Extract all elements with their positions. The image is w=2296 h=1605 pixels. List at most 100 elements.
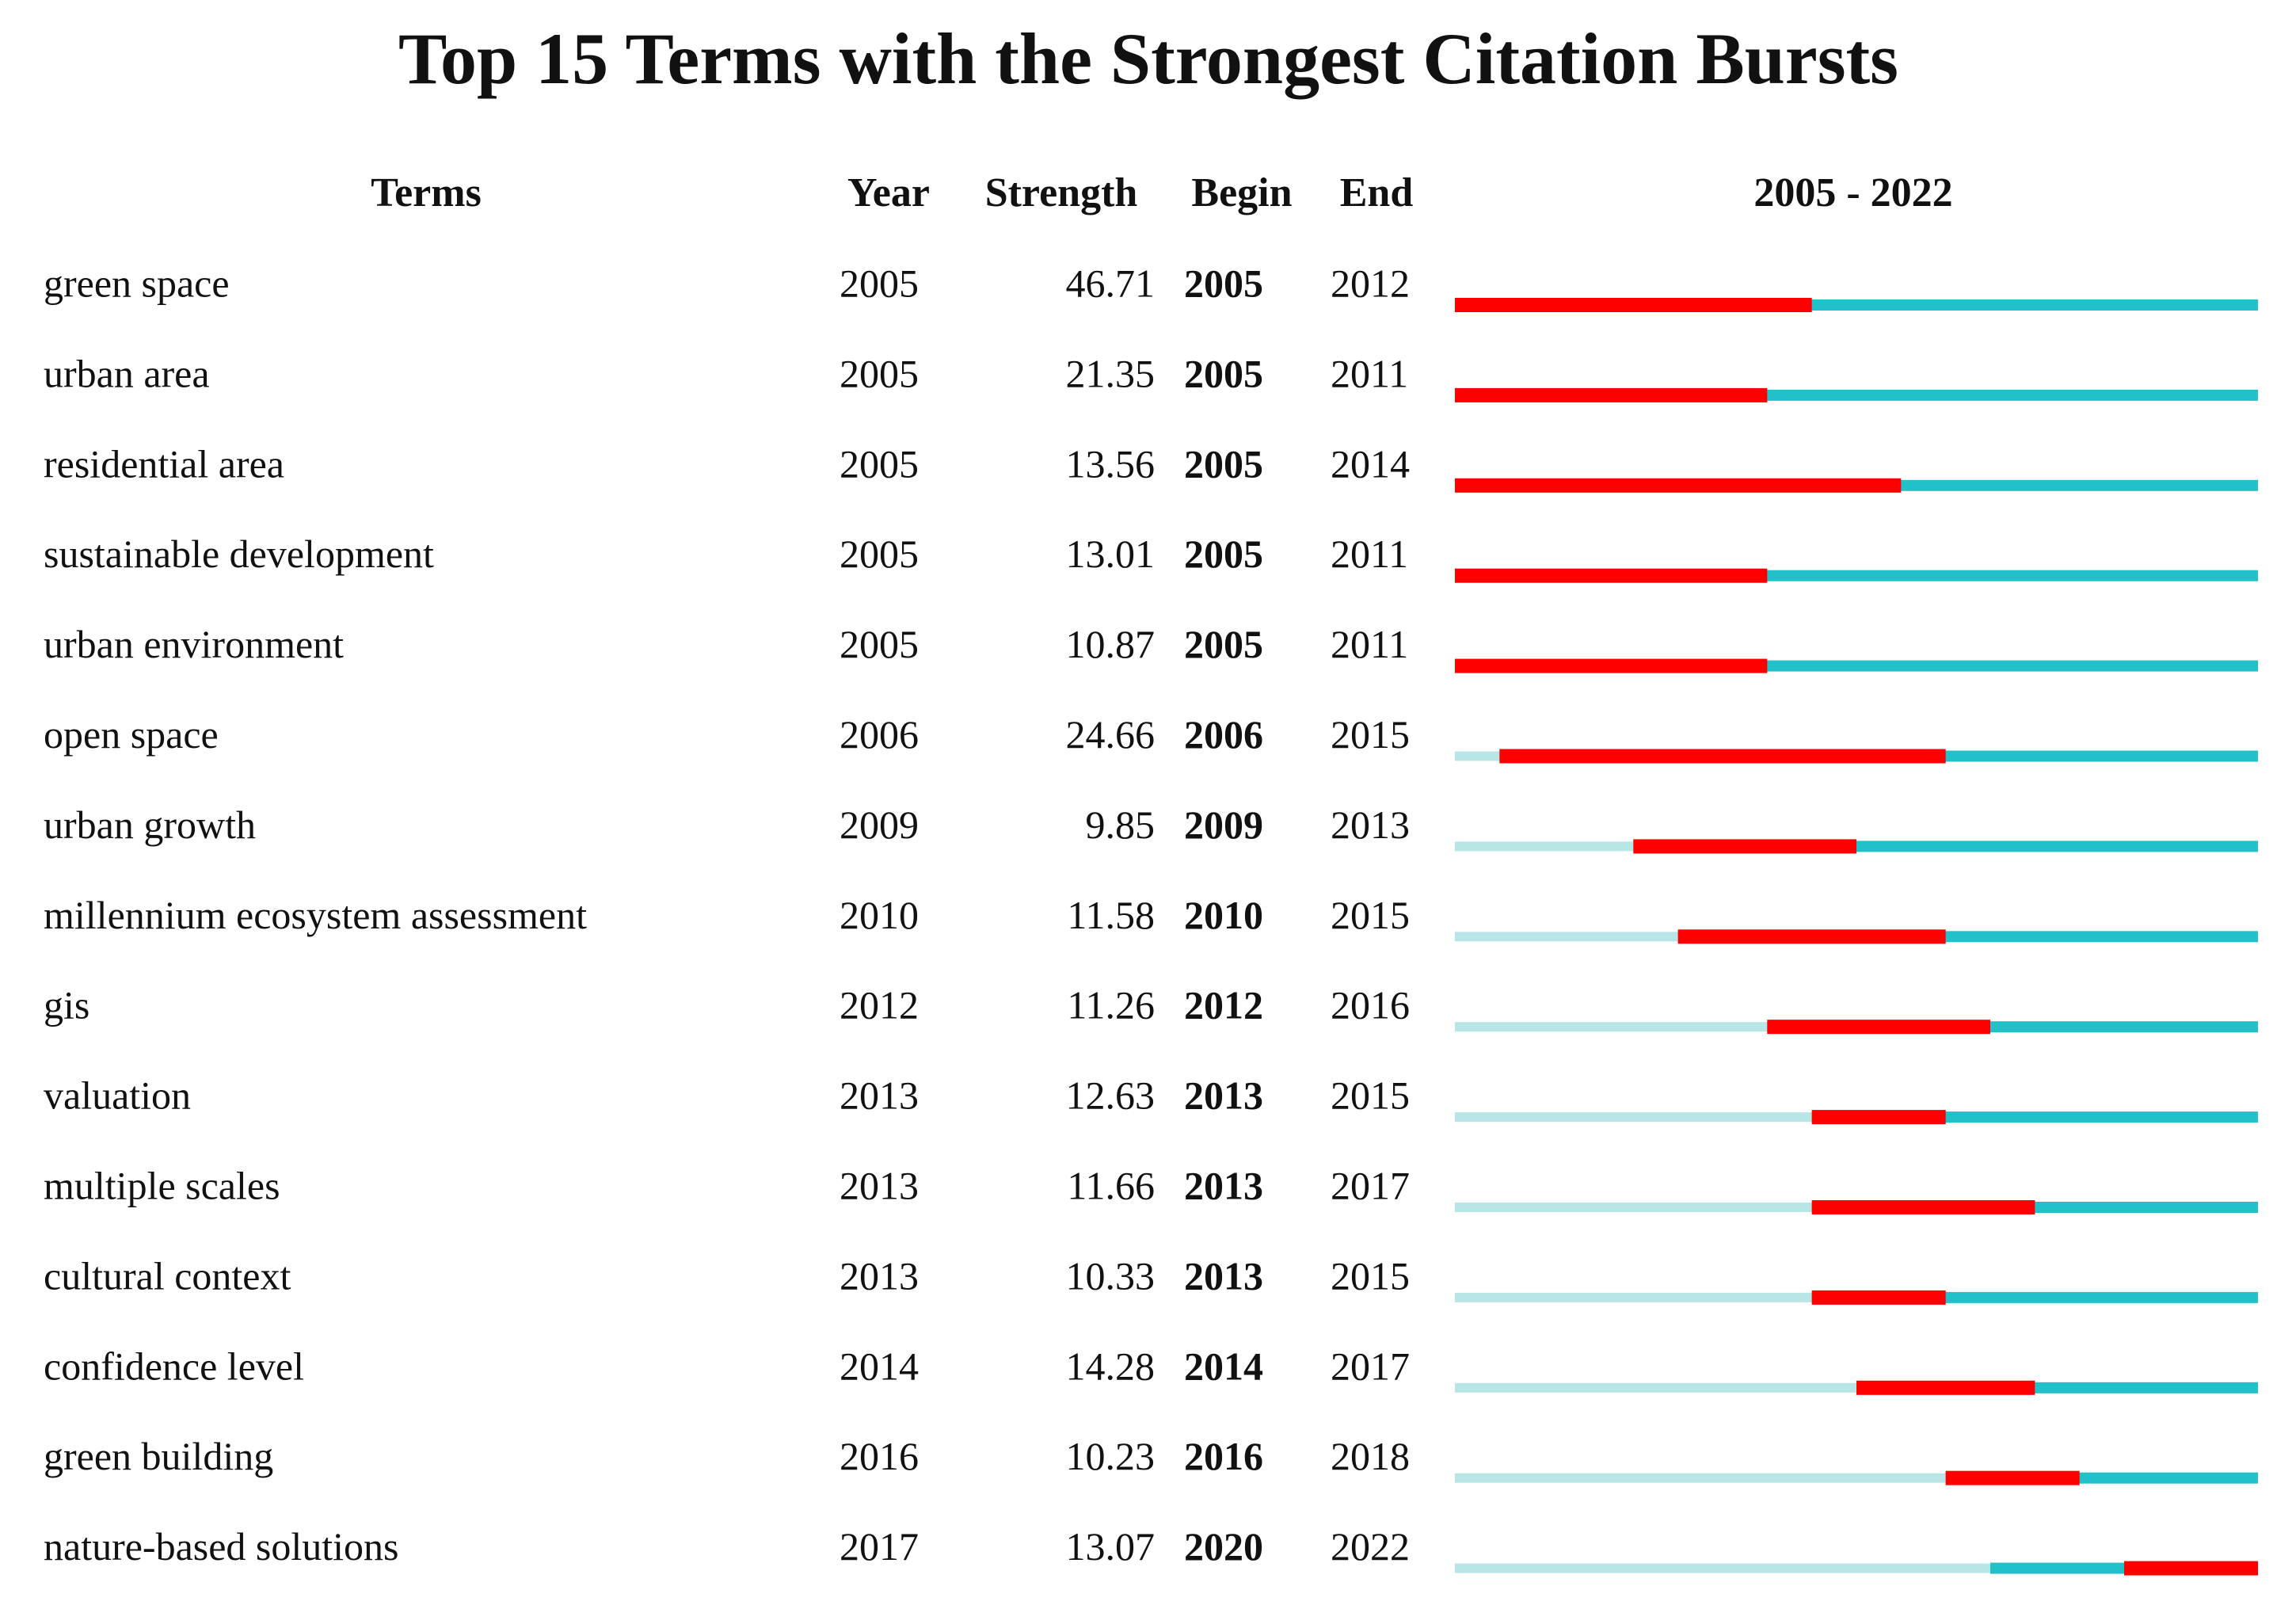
year: 2005 — [840, 261, 919, 305]
end: 2012 — [1331, 261, 1410, 305]
begin: 2013 — [1184, 1253, 1263, 1298]
term: residential area — [44, 441, 284, 486]
strength: 10.23 — [1066, 1434, 1156, 1478]
burst — [1811, 1200, 2035, 1214]
end: 2018 — [1331, 1434, 1410, 1478]
end: 2011 — [1331, 622, 1408, 666]
term: sustainable development — [44, 532, 434, 576]
strength: 10.33 — [1066, 1253, 1156, 1298]
year: 2017 — [840, 1524, 919, 1569]
strength: 14.28 — [1066, 1344, 1156, 1388]
year: 2005 — [840, 441, 919, 486]
year: 2005 — [840, 532, 919, 576]
pre-period — [1455, 1473, 1946, 1483]
end: 2015 — [1331, 893, 1410, 937]
term: gis — [44, 983, 89, 1027]
burst — [1499, 749, 1946, 764]
term: urban area — [44, 351, 210, 395]
end: 2017 — [1331, 1163, 1410, 1207]
end: 2022 — [1331, 1524, 1410, 1569]
header-year: Year — [847, 170, 930, 215]
pre-period — [1455, 932, 1678, 942]
strength: 13.07 — [1066, 1524, 1156, 1569]
begin: 2013 — [1184, 1163, 1263, 1207]
burst — [2124, 1561, 2258, 1576]
pre-period — [1455, 1112, 1812, 1123]
end: 2015 — [1331, 1073, 1410, 1118]
year: 2006 — [840, 712, 919, 757]
burst — [1455, 658, 1768, 673]
term: valuation — [44, 1073, 191, 1118]
begin: 2009 — [1184, 802, 1263, 847]
term: open space — [44, 712, 219, 757]
year: 2012 — [840, 983, 919, 1027]
pre-period — [1455, 1203, 1812, 1212]
begin: 2010 — [1184, 893, 1263, 937]
begin: 2005 — [1184, 441, 1263, 486]
header-term: Terms — [371, 170, 482, 215]
end: 2017 — [1331, 1344, 1410, 1388]
pre-period — [1455, 1022, 1768, 1032]
burst — [1677, 929, 1946, 944]
end: 2011 — [1331, 351, 1408, 395]
begin: 2005 — [1184, 622, 1263, 666]
burst — [1811, 1290, 1946, 1305]
pre-period — [1455, 1563, 1990, 1573]
burst — [1811, 1110, 1946, 1125]
begin: 2005 — [1184, 532, 1263, 576]
end: 2016 — [1331, 983, 1410, 1027]
term: green space — [44, 261, 230, 305]
year: 2009 — [840, 802, 919, 847]
burst — [1633, 839, 1856, 854]
strength: 11.58 — [1067, 893, 1155, 937]
begin: 2014 — [1184, 1344, 1263, 1388]
term: millennium ecosystem assessment — [44, 893, 587, 937]
header-strength: Strength — [985, 170, 1138, 215]
begin: 2012 — [1184, 983, 1263, 1027]
strength: 10.87 — [1066, 622, 1156, 666]
begin: 2016 — [1184, 1434, 1263, 1478]
pre-period — [1455, 1382, 1856, 1393]
burst — [1455, 387, 1768, 402]
burst — [1455, 568, 1768, 583]
header-range: 2005 - 2022 — [1753, 170, 1952, 215]
strength: 11.66 — [1067, 1163, 1155, 1207]
year: 2005 — [840, 622, 919, 666]
end: 2013 — [1331, 802, 1410, 847]
year: 2013 — [840, 1073, 919, 1118]
begin: 2006 — [1184, 712, 1263, 757]
burst — [1455, 478, 1902, 493]
end: 2014 — [1331, 441, 1410, 486]
end: 2015 — [1331, 712, 1410, 757]
pre-period — [1455, 751, 1500, 761]
end: 2011 — [1331, 532, 1408, 576]
strength: 11.26 — [1067, 983, 1155, 1027]
strength: 9.85 — [1086, 802, 1156, 847]
title: Top 15 Terms with the Strongest Citation… — [398, 18, 1898, 99]
term: multiple scales — [44, 1163, 280, 1207]
year: 2013 — [840, 1253, 919, 1298]
burst — [1945, 1470, 2080, 1485]
term: nature-based solutions — [44, 1524, 399, 1569]
begin: 2020 — [1184, 1524, 1263, 1569]
burst — [1767, 1020, 1990, 1035]
strength: 12.63 — [1066, 1073, 1156, 1118]
begin: 2005 — [1184, 351, 1263, 395]
begin: 2013 — [1184, 1073, 1263, 1118]
burst — [1856, 1380, 2035, 1395]
year: 2005 — [840, 351, 919, 395]
year: 2010 — [840, 893, 919, 937]
term: urban environment — [44, 622, 344, 666]
year: 2016 — [840, 1434, 919, 1478]
end: 2015 — [1331, 1253, 1410, 1298]
strength: 13.56 — [1066, 441, 1156, 486]
header-begin: Begin — [1191, 170, 1292, 215]
burst — [1455, 298, 1812, 312]
begin: 2005 — [1184, 261, 1263, 305]
year: 2013 — [840, 1163, 919, 1207]
strength: 46.71 — [1066, 261, 1156, 305]
term: urban growth — [44, 802, 256, 847]
strength: 21.35 — [1066, 351, 1156, 395]
